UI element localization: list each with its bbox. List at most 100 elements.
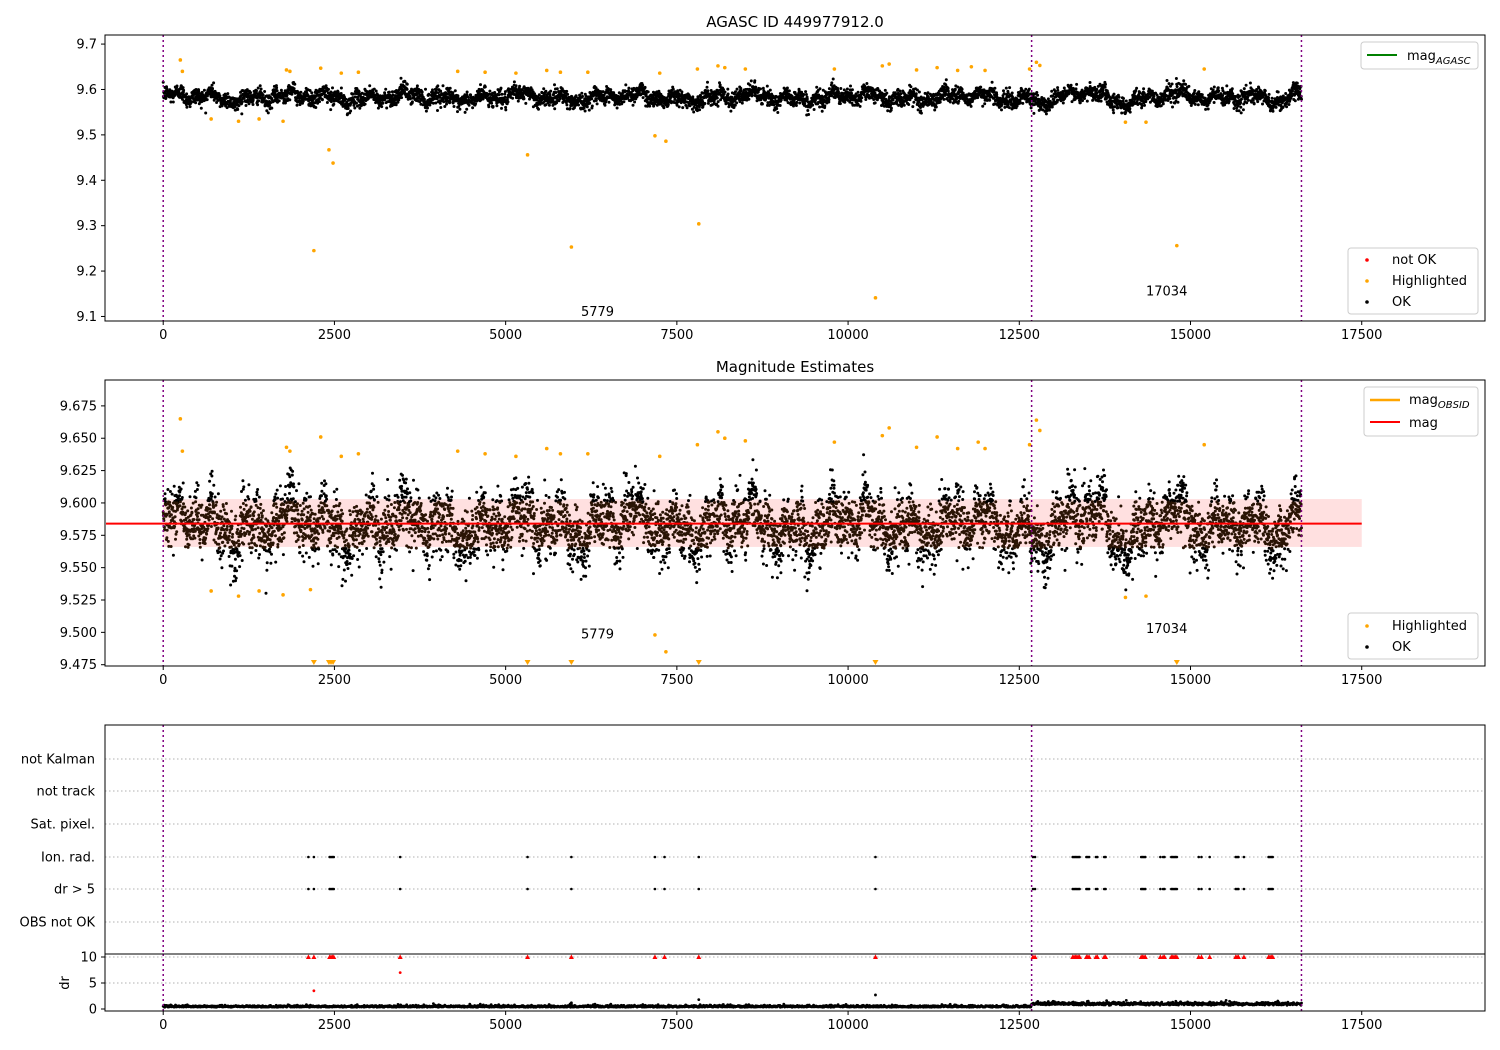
ok-point <box>740 101 744 105</box>
ok-point <box>251 98 255 102</box>
ok-point <box>212 81 216 85</box>
ok-point <box>803 102 807 106</box>
ok-point <box>902 103 906 107</box>
ok-point <box>858 104 862 108</box>
ok-point <box>776 111 780 114</box>
ok-point <box>204 111 208 115</box>
ok-point <box>1074 87 1078 91</box>
ok-point <box>1120 111 1124 115</box>
ok-point <box>215 101 219 104</box>
ok-point <box>716 104 720 108</box>
ok-point <box>831 77 835 81</box>
ok-point <box>911 105 915 109</box>
ok-point <box>1184 82 1188 86</box>
ok-point <box>257 99 261 103</box>
ok-point <box>297 91 300 95</box>
ok-point <box>850 88 854 92</box>
ok-point <box>957 99 961 103</box>
ok-point <box>759 87 762 91</box>
ok-point <box>646 90 650 94</box>
ok-point <box>706 89 710 93</box>
ok-point <box>358 106 362 110</box>
ok-point <box>175 84 179 88</box>
ok-point <box>295 103 299 107</box>
ok-point <box>554 91 558 94</box>
ok-point <box>1088 81 1092 84</box>
ok-point <box>594 99 598 102</box>
ok-point <box>428 103 432 107</box>
ok-point <box>990 80 994 84</box>
ok-point <box>1212 101 1216 104</box>
ok-point <box>329 108 333 112</box>
ok-point <box>603 103 607 107</box>
ok-point <box>1206 107 1210 111</box>
ok-point <box>1225 84 1229 88</box>
ok-point <box>408 95 412 98</box>
ok-point <box>465 90 469 94</box>
ok-point <box>960 87 964 91</box>
ok-point <box>240 100 244 104</box>
ok-point <box>380 105 384 109</box>
ok-point <box>633 100 637 104</box>
ok-point <box>585 105 589 109</box>
ok-point <box>775 107 779 111</box>
ok-point <box>542 87 546 91</box>
ok-point <box>448 86 452 90</box>
ok-point <box>805 97 809 101</box>
ok-point <box>218 94 222 98</box>
ok-point <box>1212 85 1216 89</box>
ok-point <box>474 102 478 106</box>
ok-point <box>577 103 580 107</box>
ok-point <box>506 100 510 104</box>
ok-point <box>244 104 248 107</box>
ok-point <box>318 100 321 104</box>
ok-point <box>202 88 206 92</box>
ok-point <box>363 102 367 106</box>
ok-point <box>194 101 198 105</box>
ok-point <box>988 98 992 102</box>
ok-point <box>438 95 442 99</box>
ok-point <box>422 97 426 101</box>
ok-point <box>1167 82 1171 86</box>
ok-point <box>1232 107 1236 110</box>
ok-point <box>483 85 487 89</box>
ok-point <box>723 90 727 94</box>
ok-point <box>188 105 192 109</box>
ok-point <box>331 86 334 90</box>
ok-point <box>327 87 330 91</box>
ok-point <box>1244 83 1248 87</box>
ok-point <box>424 109 428 113</box>
ok-point <box>1204 107 1208 111</box>
ok-point <box>1135 86 1139 90</box>
ok-point <box>1110 102 1114 106</box>
ok-point <box>339 86 343 90</box>
ok-point <box>1099 99 1103 103</box>
ok-point <box>522 97 526 101</box>
ok-point <box>431 101 435 105</box>
ok-point <box>889 106 893 110</box>
ok-point <box>565 89 569 93</box>
ok-point <box>1238 94 1242 98</box>
ok-point <box>211 87 214 90</box>
ok-point <box>1111 108 1115 112</box>
ok-point <box>325 101 329 104</box>
ok-point <box>1169 100 1173 104</box>
ok-point <box>1176 100 1180 104</box>
ok-point <box>1124 99 1128 103</box>
ok-point <box>436 91 440 95</box>
ok-point <box>739 89 743 93</box>
ok-point <box>277 99 281 103</box>
ok-point <box>946 89 950 93</box>
ok-point <box>812 108 816 111</box>
ok-point <box>1116 106 1120 110</box>
ok-point <box>445 102 448 106</box>
ok-point <box>1050 105 1054 109</box>
ok-point <box>942 97 946 101</box>
ok-point <box>1230 87 1234 91</box>
ok-point <box>452 105 456 108</box>
ok-point <box>631 103 635 107</box>
ok-point <box>441 84 445 88</box>
ok-point <box>1003 105 1007 109</box>
ok-point <box>916 108 920 112</box>
ok-point <box>1024 87 1028 91</box>
